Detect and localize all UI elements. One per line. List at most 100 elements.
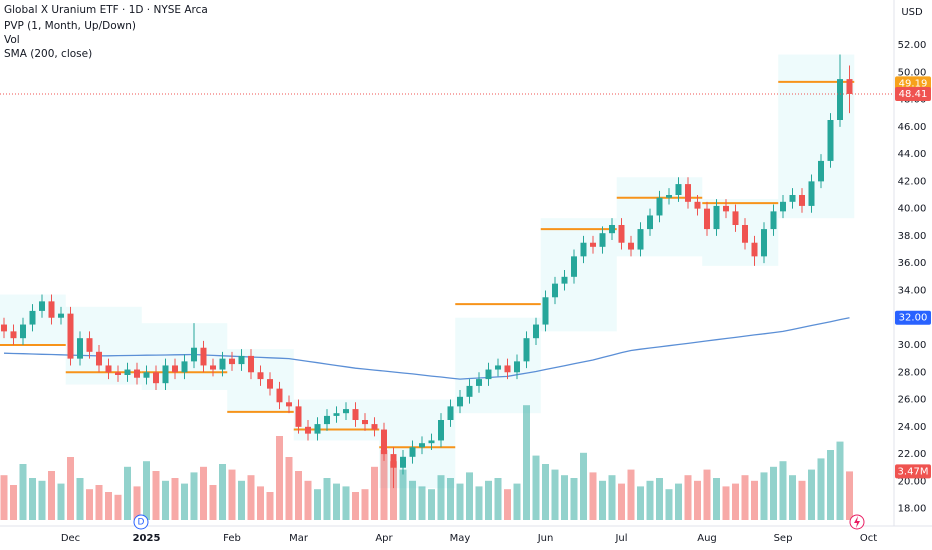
legend-sma: SMA (200, close) (4, 48, 92, 60)
candle-body (143, 372, 150, 378)
price-marker (895, 86, 931, 101)
volume-bar (48, 471, 55, 520)
candle-body (267, 379, 273, 389)
candle-body (20, 324, 26, 339)
candle-body (257, 372, 264, 380)
volume-bar (542, 464, 549, 520)
candle-body (362, 420, 368, 425)
candle-body (704, 208, 710, 230)
y-tick-label: 30.00 (898, 340, 927, 351)
candle-body (542, 297, 549, 325)
volume-bar (323, 478, 331, 520)
candle-body (827, 120, 834, 161)
candle-body (191, 347, 197, 362)
event-marker[interactable] (133, 514, 149, 530)
currency: USD (901, 7, 923, 18)
candle-body (723, 205, 729, 212)
candle-body (381, 429, 387, 455)
candle-body (599, 233, 606, 247)
candle-body (390, 454, 397, 468)
volume-bar (162, 480, 169, 520)
candle-body (495, 365, 501, 370)
price-marker-label: 49.19 (899, 78, 928, 89)
volume-bar (57, 483, 65, 520)
volume-bar (38, 480, 46, 520)
x-tick-label: Oct (860, 533, 877, 544)
candle-body (181, 361, 188, 373)
candle-body (846, 79, 853, 94)
candle-body (713, 205, 720, 230)
y-tick-label: 28.00 (898, 367, 927, 378)
volume-bar (418, 486, 426, 520)
volume-bar (247, 475, 255, 520)
volume-bar (656, 478, 663, 520)
volume-bar (285, 457, 293, 520)
x-tick-label: Sep (774, 533, 793, 544)
volume-bar (760, 472, 768, 520)
candle-body (438, 420, 444, 441)
candle-body (86, 338, 93, 352)
x-tick-label: Jul (614, 533, 627, 544)
candle-body (476, 379, 482, 386)
volume-bar (209, 485, 217, 520)
candle-body (675, 184, 682, 195)
candle-body (29, 310, 36, 325)
lightning-glyph (854, 516, 860, 528)
y-tick-label: 40.00 (898, 204, 927, 215)
candle-body (305, 426, 311, 434)
candle-body (238, 355, 245, 365)
volume-bar (76, 478, 84, 520)
volume-bar (504, 489, 511, 520)
x-tick-label: 2025 (133, 533, 161, 544)
volume-bar (190, 472, 198, 520)
price-marker-label: 32.00 (899, 313, 928, 324)
volume-bar (513, 483, 521, 520)
volume-bar (580, 452, 587, 520)
volume-bar (466, 472, 473, 520)
candle-body (352, 409, 359, 420)
volume-bar (361, 489, 369, 520)
volume-bar (798, 480, 806, 520)
volume-bar (371, 466, 378, 520)
volume-bar (380, 450, 388, 520)
volume-bar (171, 478, 179, 520)
candle-body (694, 201, 701, 209)
candle-body (124, 369, 131, 375)
y-tick-label: 36.00 (898, 258, 927, 269)
candle-body (153, 372, 159, 384)
volume-bar (523, 405, 530, 520)
candle-body (552, 283, 558, 298)
volume-bar (133, 486, 141, 520)
x-tick-label: Aug (697, 533, 717, 544)
candle-body (295, 406, 302, 427)
volume-bar (447, 478, 454, 520)
volume-bar (722, 486, 730, 520)
volume-bar (399, 469, 407, 520)
volume-bar (67, 457, 74, 520)
candle-body (514, 361, 520, 373)
volume-bar (770, 466, 777, 520)
candle-body (10, 331, 17, 339)
volume-bar (304, 480, 312, 520)
candle-body (580, 242, 587, 257)
volume-bar (827, 450, 834, 520)
candle-body (58, 313, 64, 318)
volume-bar (751, 480, 758, 520)
volume-bar (409, 480, 416, 520)
volume-bar (219, 464, 226, 520)
candle-body (134, 369, 140, 378)
volume-bar (342, 486, 350, 520)
volume-bar (29, 478, 36, 520)
candle-body (590, 242, 596, 247)
volume-bar (637, 486, 644, 520)
x-tick-label: Dec (61, 533, 80, 544)
candle-body (447, 406, 454, 420)
candle-body (105, 365, 112, 373)
volume-bar (333, 483, 340, 520)
volume-bar (228, 469, 236, 520)
candle-body (1, 324, 7, 332)
candle-body (837, 79, 843, 120)
volume-bar (779, 461, 787, 520)
